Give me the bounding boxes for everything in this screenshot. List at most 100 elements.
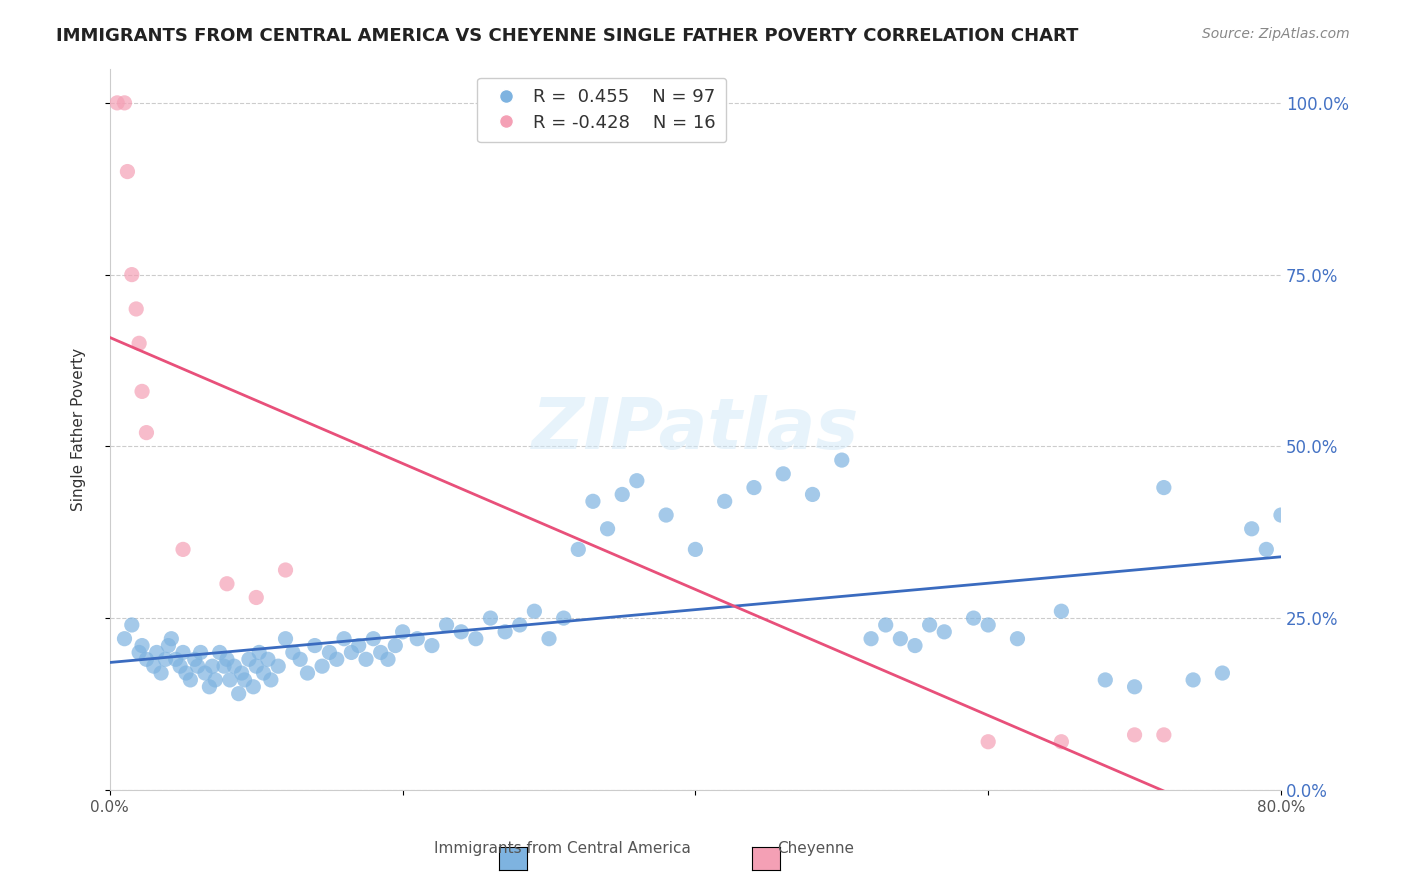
Point <box>219 673 242 687</box>
Point <box>582 494 605 508</box>
Point <box>713 494 735 508</box>
Point <box>801 487 824 501</box>
Point <box>155 652 177 666</box>
Point <box>190 645 212 659</box>
Point <box>174 666 197 681</box>
Point <box>172 645 194 659</box>
Point <box>187 659 209 673</box>
Point <box>281 645 304 659</box>
Text: ZIPatlas: ZIPatlas <box>531 394 859 464</box>
Point <box>128 645 150 659</box>
Point <box>1094 673 1116 687</box>
Point <box>228 687 250 701</box>
Point <box>889 632 911 646</box>
Point <box>169 659 191 673</box>
Point <box>179 673 201 687</box>
Point <box>114 95 136 110</box>
Point <box>934 624 956 639</box>
Point <box>260 673 283 687</box>
Point <box>172 542 194 557</box>
Point <box>655 508 678 522</box>
Point <box>1256 542 1278 557</box>
Point <box>509 618 531 632</box>
Point <box>212 659 235 673</box>
Point <box>274 632 297 646</box>
Point <box>304 639 326 653</box>
Point <box>1270 508 1292 522</box>
Point <box>537 632 560 646</box>
Point <box>977 618 1000 632</box>
Point <box>198 680 221 694</box>
Point <box>831 453 853 467</box>
Point <box>1007 632 1029 646</box>
Text: Cheyenne: Cheyenne <box>778 841 853 856</box>
Point <box>347 639 370 653</box>
Point <box>215 576 238 591</box>
Point <box>363 632 385 646</box>
Point <box>1050 735 1073 749</box>
Point <box>297 666 319 681</box>
Point <box>612 487 634 501</box>
Point <box>1153 728 1175 742</box>
Point <box>318 645 340 659</box>
Point <box>553 611 575 625</box>
Point <box>494 624 516 639</box>
Point <box>231 666 253 681</box>
Point <box>742 481 765 495</box>
Point <box>875 618 897 632</box>
Point <box>626 474 648 488</box>
Point <box>224 659 246 673</box>
Point <box>157 639 180 653</box>
Point <box>1211 666 1233 681</box>
Point <box>962 611 984 625</box>
Point <box>135 425 157 440</box>
Legend: R =  0.455    N = 97, R = -0.428    N = 16: R = 0.455 N = 97, R = -0.428 N = 16 <box>477 78 727 143</box>
Point <box>860 632 883 646</box>
Point <box>160 632 183 646</box>
Point <box>142 659 165 673</box>
Point <box>391 624 413 639</box>
Point <box>145 645 167 659</box>
Point <box>370 645 392 659</box>
Point <box>131 639 153 653</box>
Point <box>245 591 267 605</box>
Point <box>1153 481 1175 495</box>
Point <box>105 95 128 110</box>
Point <box>333 632 356 646</box>
Point <box>245 659 267 673</box>
Point <box>464 632 486 646</box>
Point <box>523 604 546 618</box>
Point <box>567 542 589 557</box>
Point <box>311 659 333 673</box>
Point <box>918 618 941 632</box>
Point <box>904 639 927 653</box>
Point <box>247 645 270 659</box>
Point <box>354 652 377 666</box>
Point <box>257 652 280 666</box>
Point <box>479 611 502 625</box>
Point <box>1050 604 1073 618</box>
Point <box>117 164 139 178</box>
Point <box>121 618 143 632</box>
Point <box>685 542 707 557</box>
Point <box>184 652 207 666</box>
Point <box>596 522 619 536</box>
Point <box>1240 522 1263 536</box>
Point <box>215 652 238 666</box>
Point <box>436 618 458 632</box>
Point <box>204 673 226 687</box>
Point <box>150 666 173 681</box>
Point <box>267 659 290 673</box>
Text: Immigrants from Central America: Immigrants from Central America <box>434 841 690 856</box>
Point <box>194 666 217 681</box>
Point <box>135 652 157 666</box>
Point <box>1123 680 1146 694</box>
Point <box>128 336 150 351</box>
Point <box>420 639 443 653</box>
Point <box>1123 728 1146 742</box>
Point <box>121 268 143 282</box>
Point <box>340 645 363 659</box>
Point <box>406 632 429 646</box>
Text: Source: ZipAtlas.com: Source: ZipAtlas.com <box>1202 27 1350 41</box>
Point <box>252 666 274 681</box>
